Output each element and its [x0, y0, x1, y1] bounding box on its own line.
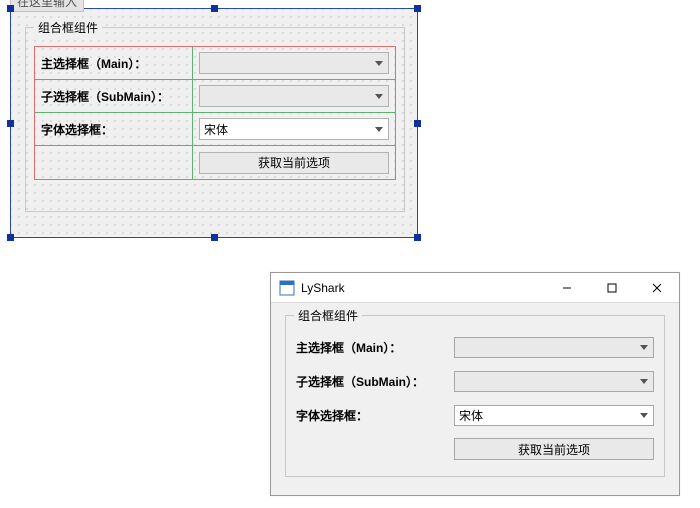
app-icon [279, 280, 295, 296]
chevron-down-icon [640, 345, 648, 350]
runtime-groupbox: 组合框组件 主选择框（Main）： 子选择框（SubMain）： 字体选择框： … [285, 315, 665, 477]
designer-row-main: 主选择框（Main）： [35, 47, 395, 80]
designer-groupbox[interactable]: 组合框组件 主选择框（Main）： 子选择框（SubMain）： [25, 27, 405, 212]
designer-cell-main [193, 47, 395, 79]
chevron-down-icon [375, 94, 383, 99]
designer-label-submain: 子选择框（SubMain）： [35, 80, 193, 112]
resize-handle-se[interactable] [414, 234, 421, 241]
runtime-label-submain: 子选择框（SubMain）： [296, 373, 454, 390]
get-current-button[interactable]: 获取当前选项 [454, 438, 654, 460]
runtime-body: 组合框组件 主选择框（Main）： 子选择框（SubMain）： 字体选择框： … [271, 303, 679, 495]
designer-label-font: 字体选择框： [35, 113, 193, 145]
chevron-down-icon [375, 61, 383, 66]
resize-handle-nw[interactable] [7, 5, 14, 12]
runtime-window: LyShark 组合框组件 主选择框（Main）： [270, 272, 680, 496]
resize-handle-e[interactable] [414, 120, 421, 127]
designer-form-layout[interactable]: 主选择框（Main）： 子选择框（SubMain）： [34, 46, 396, 180]
designer-cell-submain [193, 80, 395, 112]
font-combobox[interactable]: 宋体 [199, 118, 389, 140]
runtime-row-main: 主选择框（Main）： [296, 330, 654, 364]
chevron-down-icon [640, 379, 648, 384]
designer-label-empty [35, 146, 193, 179]
resize-handle-sw[interactable] [7, 234, 14, 241]
window-title: LyShark [301, 281, 544, 295]
runtime-label-font: 字体选择框： [296, 407, 454, 424]
designer-cell-font: 宋体 [193, 113, 395, 145]
runtime-row-submain: 子选择框（SubMain）： [296, 364, 654, 398]
get-current-button[interactable]: 获取当前选项 [199, 152, 389, 174]
resize-handle-ne[interactable] [414, 5, 421, 12]
resize-handle-s[interactable] [211, 234, 218, 241]
runtime-row-font: 字体选择框： 宋体 [296, 398, 654, 432]
designer-label-main: 主选择框（Main）： [35, 47, 193, 79]
runtime-groupbox-title: 组合框组件 [294, 307, 362, 324]
designer-row-submain: 子选择框（SubMain）： [35, 80, 395, 113]
minimize-button[interactable] [544, 273, 589, 302]
window-controls [544, 273, 679, 302]
designer-placeholder-text: 在这里输入 [17, 0, 77, 9]
chevron-down-icon [375, 127, 383, 132]
titlebar[interactable]: LyShark [271, 273, 679, 303]
maximize-button[interactable] [589, 273, 634, 302]
designer-placeholder-tag: 在这里输入 [10, 0, 84, 12]
resize-handle-w[interactable] [7, 120, 14, 127]
resize-handle-n[interactable] [211, 5, 218, 12]
font-combobox-value: 宋体 [204, 121, 228, 138]
get-current-button-label: 获取当前选项 [258, 154, 330, 171]
chevron-down-icon [640, 413, 648, 418]
designer-row-button: 获取当前选项 [35, 146, 395, 179]
runtime-row-button: 获取当前选项 [296, 432, 654, 466]
font-combobox[interactable]: 宋体 [454, 405, 654, 426]
close-button[interactable] [634, 273, 679, 302]
designer-cell-button: 获取当前选项 [193, 146, 395, 179]
font-combobox-value: 宋体 [459, 407, 483, 424]
main-combobox[interactable] [199, 52, 389, 74]
submain-combobox[interactable] [454, 371, 654, 392]
runtime-label-main: 主选择框（Main）： [296, 339, 454, 356]
designer-canvas[interactable]: 在这里输入 组合框组件 主选择框（Main）： 子选择框（SubMain）： [10, 8, 418, 238]
get-current-button-label: 获取当前选项 [518, 441, 590, 458]
designer-row-font: 字体选择框： 宋体 [35, 113, 395, 146]
submain-combobox[interactable] [199, 85, 389, 107]
designer-groupbox-title: 组合框组件 [34, 19, 102, 36]
main-combobox[interactable] [454, 337, 654, 358]
